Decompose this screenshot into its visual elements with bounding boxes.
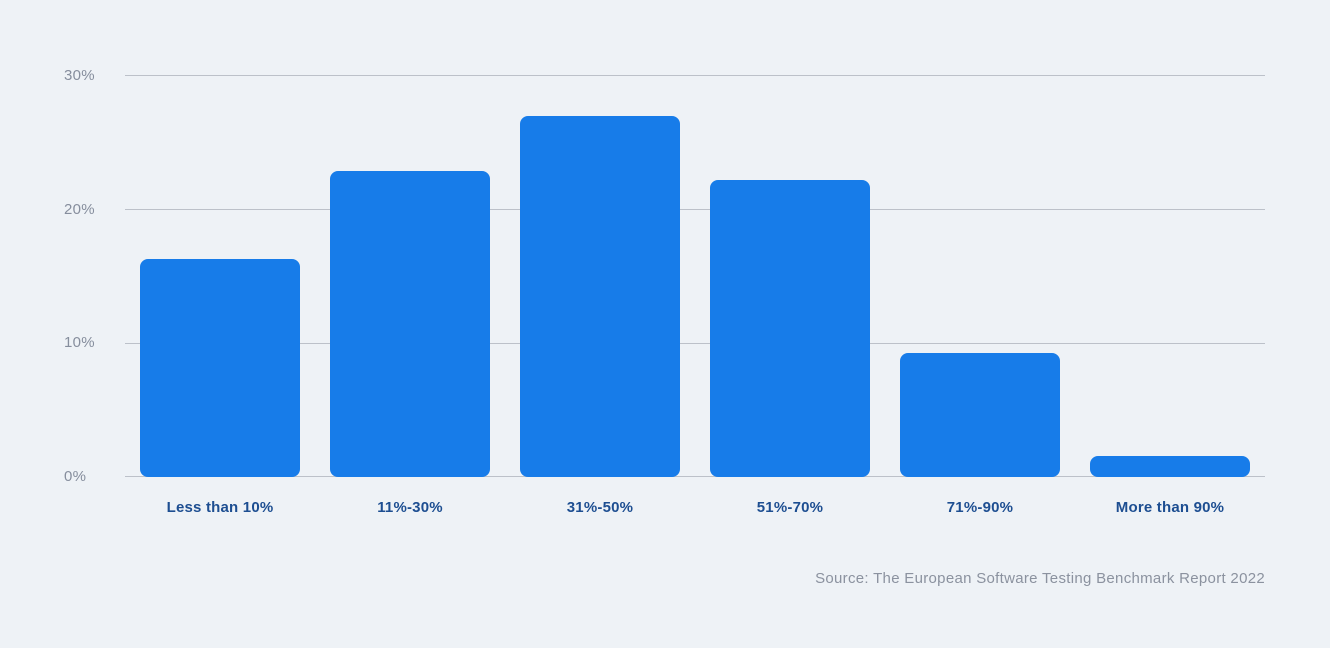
bar	[520, 116, 680, 477]
y-axis-tick-label: 0%	[64, 468, 87, 485]
source-note: Source: The European Software Testing Be…	[815, 570, 1265, 587]
bottom-strip	[0, 648, 1330, 653]
y-axis-tick-label: 20%	[64, 200, 95, 218]
y-axis-tick-label: 30%	[64, 67, 95, 84]
x-axis-category-label: 31%-50%	[566, 499, 634, 516]
x-axis-category-label: 11%-30%	[377, 499, 443, 516]
bar	[1090, 455, 1250, 477]
bar	[900, 352, 1060, 477]
bar	[140, 259, 300, 477]
x-axis-category-label: More than 90%	[1115, 499, 1225, 516]
y-axis-tick-label: 10%	[64, 334, 95, 352]
bar	[330, 170, 490, 477]
x-axis-category-label: 51%-70%	[756, 499, 824, 516]
x-axis-category-label: 71%-90%	[946, 499, 1014, 516]
gridline-0	[125, 476, 1265, 478]
gridline-10	[125, 342, 1265, 344]
x-axis-category-label: Less than 10%	[166, 499, 274, 516]
bar	[710, 180, 870, 477]
gridline-20	[125, 208, 1265, 210]
gridline-30	[125, 75, 1265, 77]
